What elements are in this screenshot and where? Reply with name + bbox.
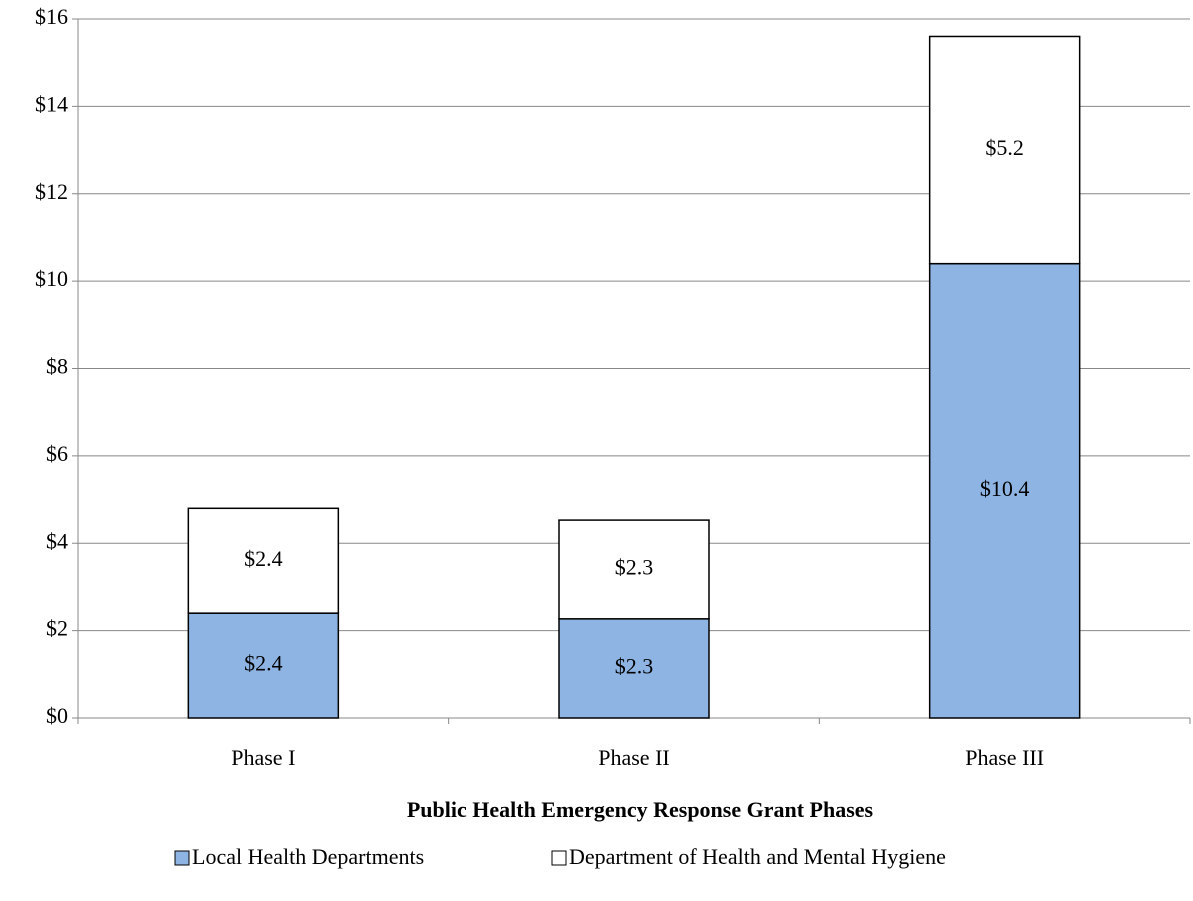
data-label: $2.3 bbox=[615, 653, 654, 678]
y-tick-label: $14 bbox=[35, 91, 68, 116]
y-tick-label: $10 bbox=[35, 266, 68, 291]
y-tick-label: $8 bbox=[46, 354, 68, 379]
x-tick-label: Phase II bbox=[598, 745, 669, 770]
legend-swatch bbox=[174, 850, 190, 866]
x-tick-label: Phase I bbox=[231, 745, 295, 770]
data-label: $10.4 bbox=[980, 476, 1030, 501]
legend-swatch bbox=[551, 850, 567, 866]
data-label: $2.4 bbox=[244, 546, 283, 571]
data-label: $2.3 bbox=[615, 555, 654, 580]
y-tick-label: $2 bbox=[46, 616, 68, 641]
bar-segment bbox=[187, 507, 340, 614]
bar-segment bbox=[928, 35, 1081, 265]
data-label: $2.4 bbox=[244, 651, 283, 676]
x-tick-label: Phase III bbox=[965, 745, 1044, 770]
y-tick-label: $12 bbox=[35, 179, 68, 204]
bar-segment bbox=[558, 618, 710, 719]
bar-segment bbox=[558, 519, 710, 620]
x-axis-title: Public Health Emergency Response Grant P… bbox=[407, 797, 874, 822]
legend-label: Department of Health and Mental Hygiene bbox=[569, 844, 946, 869]
y-tick-label: $6 bbox=[46, 441, 68, 466]
bar-segment bbox=[187, 612, 340, 719]
y-tick-label: $0 bbox=[46, 703, 68, 728]
data-label: $5.2 bbox=[985, 135, 1024, 160]
legend-label: Local Health Departments bbox=[192, 844, 424, 869]
y-tick-label: $16 bbox=[35, 4, 68, 29]
bar-segment bbox=[928, 262, 1081, 719]
y-tick-label: $4 bbox=[46, 528, 68, 553]
